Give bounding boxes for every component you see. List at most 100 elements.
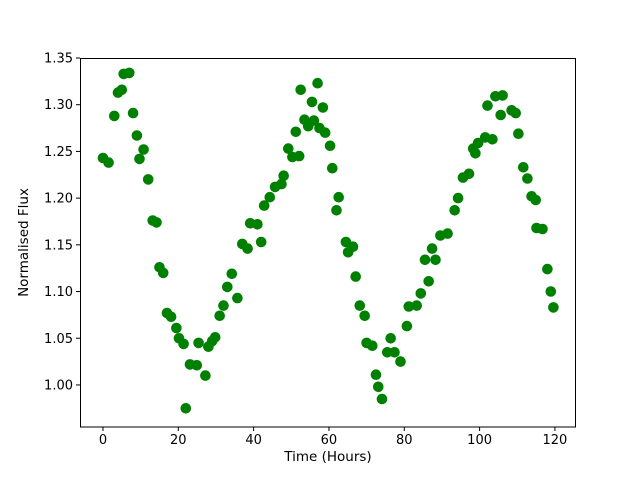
y-tick-label: 1.35	[44, 52, 73, 67]
y-tick-label: 1.30	[44, 98, 73, 113]
data-point	[463, 168, 475, 180]
data-point	[252, 219, 263, 230]
data-point	[449, 205, 461, 216]
data-point	[537, 223, 548, 235]
data-point	[495, 109, 507, 121]
data-point	[258, 200, 270, 211]
data-point	[442, 228, 453, 239]
data-point	[200, 370, 211, 381]
data-point	[548, 302, 559, 313]
data-point	[165, 311, 177, 323]
x-tick-label: 80	[396, 433, 413, 448]
data-point	[376, 393, 388, 405]
x-tick-label: 0	[99, 433, 107, 448]
data-point	[470, 148, 481, 159]
data-point	[278, 170, 290, 181]
data-point	[487, 134, 498, 145]
y-tick-label: 1.20	[44, 192, 73, 207]
data-point	[452, 192, 464, 204]
data-point	[308, 115, 320, 126]
data-point	[138, 144, 149, 155]
axes-frame	[80, 58, 576, 428]
data-point	[331, 205, 342, 216]
data-point	[324, 140, 336, 152]
data-point	[191, 360, 203, 371]
data-point	[373, 381, 384, 393]
data-point	[333, 191, 345, 203]
x-tick-label: 100	[467, 433, 492, 448]
data-point	[131, 130, 143, 141]
data-point	[354, 300, 366, 311]
data-point	[218, 300, 229, 311]
data-point	[319, 127, 331, 138]
data-point	[255, 236, 267, 248]
data-point	[209, 332, 221, 343]
x-axis-label: Time (Hours)	[283, 449, 371, 465]
data-point	[411, 300, 423, 311]
data-point	[103, 157, 114, 168]
y-axis-label: Normalised Flux	[16, 188, 32, 297]
data-point	[395, 356, 406, 367]
data-point	[242, 243, 253, 254]
data-point	[116, 84, 128, 96]
data-point	[306, 96, 318, 108]
data-point	[327, 162, 338, 174]
data-point	[518, 162, 529, 173]
data-point	[350, 271, 362, 282]
data-point	[295, 84, 307, 96]
data-point	[359, 310, 371, 322]
x-tick-label: 60	[321, 433, 338, 448]
data-point	[347, 241, 359, 252]
data-point	[401, 320, 413, 332]
data-point	[214, 310, 225, 322]
data-point	[513, 128, 524, 139]
data-point	[542, 263, 553, 275]
data-point	[127, 107, 139, 119]
data-point	[522, 173, 533, 184]
data-point	[264, 191, 276, 203]
data-point	[497, 90, 508, 101]
data-point	[385, 333, 397, 344]
data-point	[226, 268, 238, 280]
data-point	[312, 77, 323, 89]
data-point	[472, 137, 484, 149]
data-point	[317, 102, 329, 113]
data-point	[222, 281, 233, 293]
data-point	[193, 337, 204, 349]
data-point	[290, 126, 302, 138]
data-point	[283, 143, 294, 154]
y-tick-label: 1.15	[44, 238, 73, 253]
data-point	[142, 174, 154, 185]
y-tick-label: 1.05	[44, 332, 73, 347]
data-point	[109, 110, 120, 122]
data-point	[157, 267, 169, 279]
x-axis-ticks: 0 20 40 60 80 100 120	[99, 427, 567, 448]
data-point	[482, 100, 493, 111]
data-point	[178, 338, 189, 350]
data-point	[134, 153, 145, 165]
x-tick-label: 40	[245, 433, 262, 448]
data-point	[367, 340, 378, 352]
data-point	[232, 292, 243, 304]
data-point	[293, 150, 305, 162]
data-point	[171, 322, 182, 334]
data-point	[389, 347, 400, 358]
scatter-points	[97, 67, 559, 414]
data-point	[124, 67, 135, 79]
data-point	[403, 301, 415, 312]
data-point	[151, 217, 162, 228]
data-point	[545, 286, 557, 297]
y-tick-label: 1.25	[44, 145, 73, 160]
data-point	[426, 243, 438, 254]
data-point	[430, 254, 441, 266]
data-point	[419, 254, 431, 266]
data-point	[276, 178, 287, 190]
x-tick-label: 20	[170, 433, 187, 448]
x-tick-label: 120	[542, 433, 567, 448]
data-point	[530, 194, 541, 206]
y-tick-label: 1.10	[44, 285, 73, 300]
data-point	[423, 276, 435, 287]
